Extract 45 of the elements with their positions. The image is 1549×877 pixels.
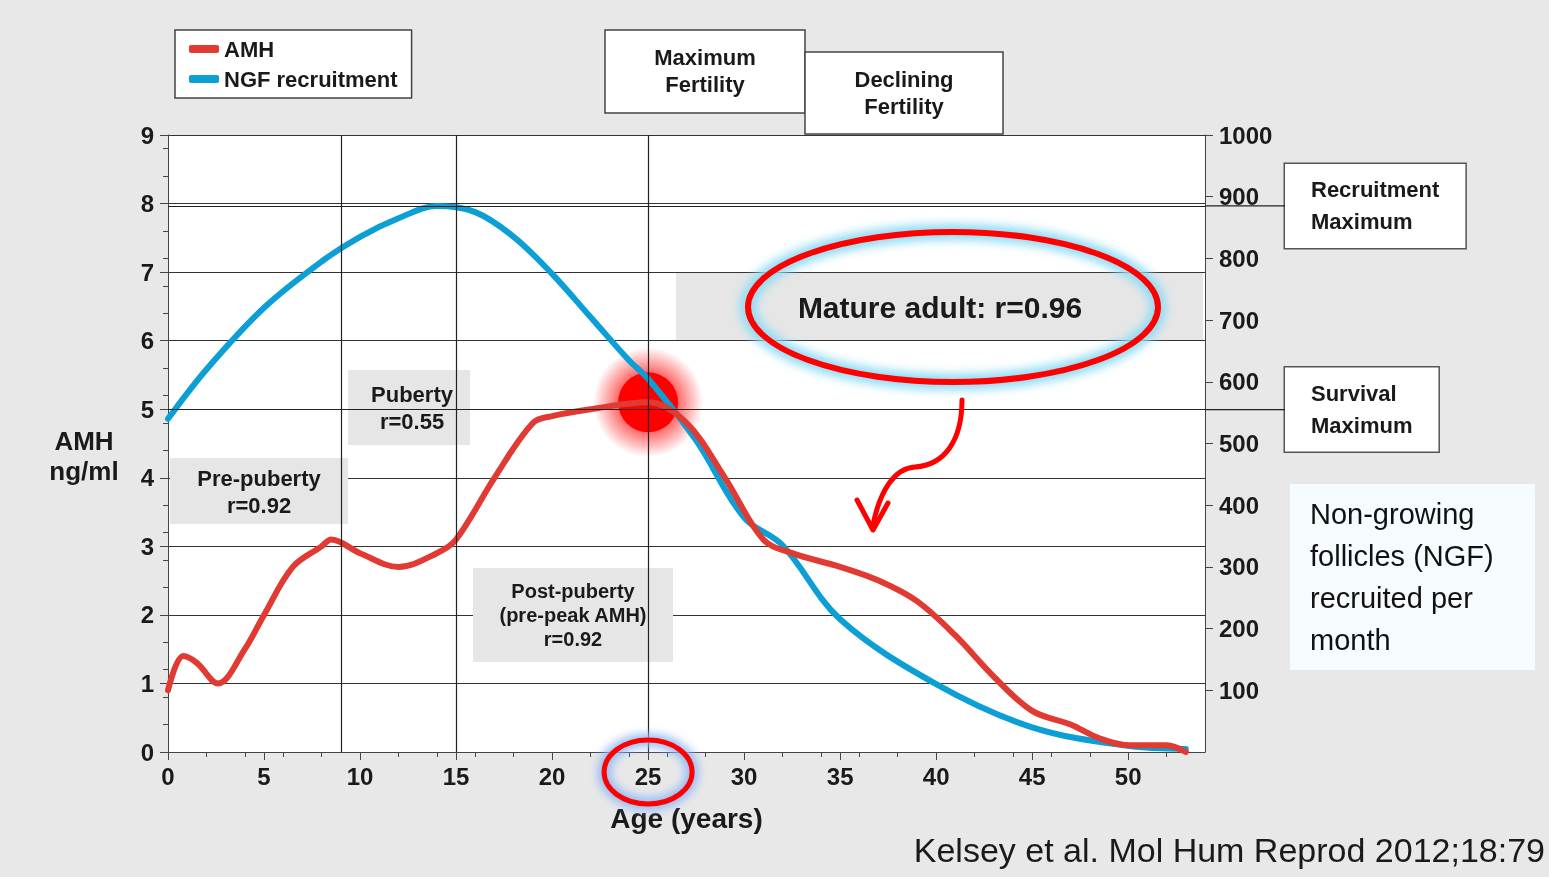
legend-label: NGF recruitment bbox=[224, 66, 399, 92]
y2-tick-label: 900 bbox=[1219, 183, 1260, 211]
x-tick-label: 5 bbox=[257, 762, 271, 790]
x-tick-label: 35 bbox=[826, 762, 854, 790]
y-tick-label: 9 bbox=[140, 121, 154, 149]
y2-tick-label: 300 bbox=[1219, 553, 1260, 581]
y2-tick-label: 1000 bbox=[1219, 121, 1273, 149]
y-axis-title: AMH ng/ml bbox=[49, 426, 119, 486]
y2-axis-title: Non-growing follicles (NGF) recruited per month bbox=[1310, 498, 1494, 656]
y-tick-label: 8 bbox=[140, 190, 154, 218]
annotation: Post-puberty (pre-peak AMH) r=0.92 bbox=[499, 580, 647, 650]
x-tick-label: 45 bbox=[1018, 762, 1046, 790]
x-tick-label: 0 bbox=[161, 762, 175, 790]
x-tick-label: 15 bbox=[442, 762, 470, 790]
y-tick-label: 5 bbox=[140, 395, 154, 423]
y-tick-label: 1 bbox=[140, 669, 154, 697]
x-tick-label: 25 bbox=[634, 762, 662, 790]
text: Maximum Fertility bbox=[654, 45, 756, 97]
x-tick-label: 20 bbox=[538, 762, 566, 790]
y2-tick-label: 500 bbox=[1219, 430, 1260, 457]
ref-line-label: Recruitment Maximum bbox=[1311, 177, 1441, 235]
x-tick-label: 30 bbox=[730, 762, 758, 790]
y-tick-label: 2 bbox=[140, 601, 154, 629]
x-tick-label: 50 bbox=[1114, 762, 1142, 790]
text: Kelsey et al. Mol Hum Reprod 2012;18:79 bbox=[913, 831, 1545, 869]
ref-line-label: Survival Maximum bbox=[1311, 381, 1413, 439]
annotation: Pre-puberty r=0.92 bbox=[197, 466, 322, 518]
y-tick-label: 3 bbox=[140, 532, 154, 560]
annotation: Puberty r=0.55 bbox=[371, 382, 454, 434]
x-axis-title: Age (years) bbox=[610, 802, 763, 834]
y-tick-label: 0 bbox=[140, 738, 154, 766]
y-tick-label: 7 bbox=[140, 258, 154, 286]
y2-tick-label: 200 bbox=[1219, 615, 1260, 643]
y2-tick-label: 400 bbox=[1219, 491, 1260, 519]
annotation: Mature adult: r=0.96 bbox=[797, 290, 1083, 324]
y2-tick-label: 800 bbox=[1219, 244, 1260, 272]
y2-tick-label: 600 bbox=[1219, 368, 1260, 396]
text: Declining Fertility bbox=[854, 67, 954, 119]
x-tick-label: 10 bbox=[346, 762, 374, 790]
y-tick-label: 4 bbox=[140, 464, 155, 492]
y-tick-label: 6 bbox=[140, 327, 154, 355]
y2-tick-label: 700 bbox=[1219, 306, 1260, 334]
x-tick-label: 40 bbox=[922, 762, 950, 790]
y2-tick-label: 100 bbox=[1219, 676, 1260, 704]
legend-label: AMH bbox=[224, 36, 275, 62]
